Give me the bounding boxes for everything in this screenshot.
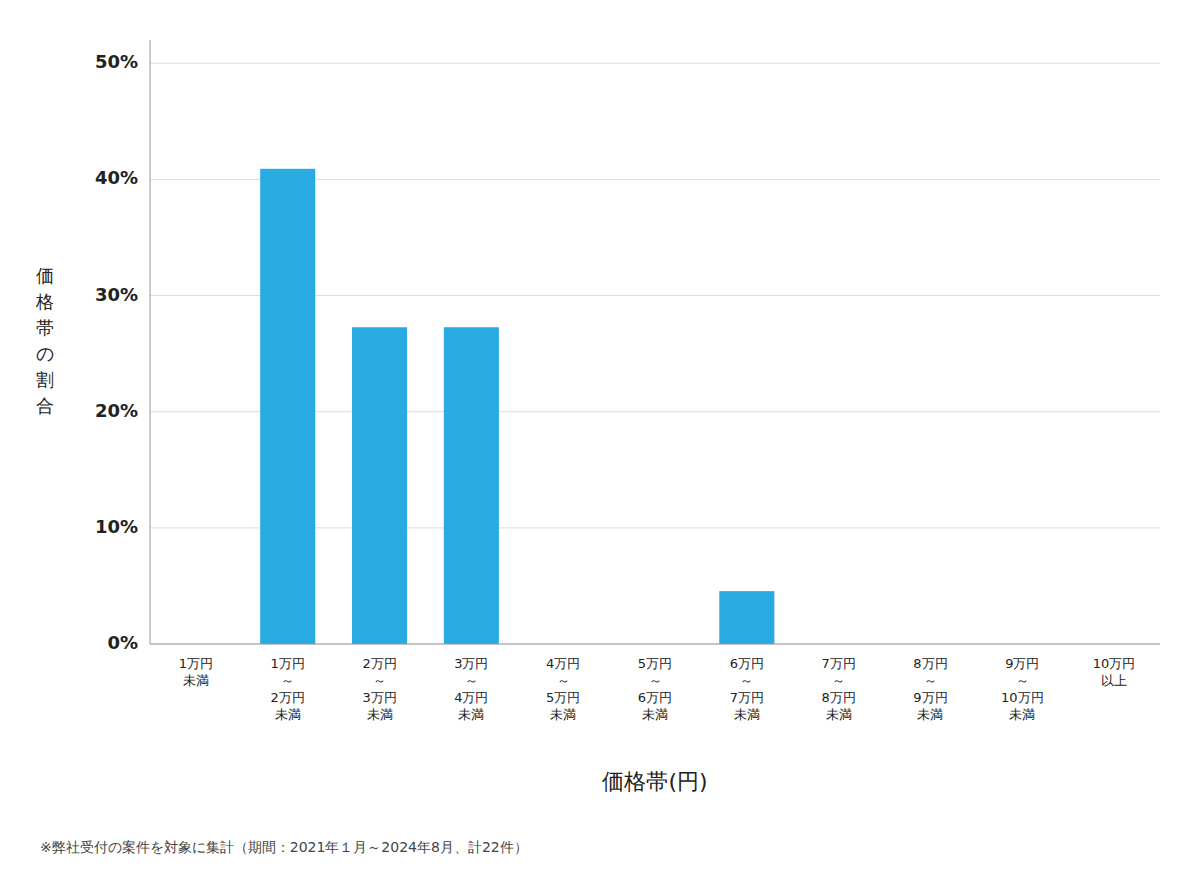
x-tick-label: 5万円 ～ 6万円未満 bbox=[638, 656, 672, 722]
text-line: 価 bbox=[36, 265, 54, 286]
x-tick-label: 1万円未満 bbox=[179, 656, 213, 688]
text-line: 未満 bbox=[275, 707, 301, 722]
text-line: の bbox=[36, 343, 54, 364]
text-line: 1万円 bbox=[271, 656, 305, 671]
text-line: 1万円 bbox=[179, 656, 213, 671]
text-line: ～ bbox=[924, 673, 937, 688]
text-line: 格 bbox=[35, 291, 54, 312]
text-line: ～ bbox=[832, 673, 845, 688]
text-line: ～ bbox=[373, 673, 386, 688]
grid-line bbox=[150, 644, 1160, 645]
text-line: 7万円 bbox=[730, 690, 764, 705]
text-line: 帯 bbox=[36, 317, 54, 338]
text-line: 7万円 bbox=[821, 656, 855, 671]
x-axis-line bbox=[150, 644, 1160, 645]
text-line: 未満 bbox=[550, 707, 576, 722]
x-axis-label: 価格帯(円) bbox=[602, 769, 707, 794]
text-line: 未満 bbox=[642, 707, 668, 722]
y-tick-label: 30% bbox=[95, 284, 138, 305]
text-line: ～ bbox=[281, 673, 294, 688]
text-line: 割 bbox=[36, 369, 54, 390]
bars bbox=[260, 169, 774, 644]
bar bbox=[352, 327, 407, 644]
text-line: 5万円 bbox=[638, 656, 672, 671]
x-tick-label: 9万円 ～ 10万円未満 bbox=[1001, 656, 1044, 722]
x-tick-label: 6万円 ～ 7万円未満 bbox=[730, 656, 764, 722]
text-line: ～ bbox=[1016, 673, 1029, 688]
text-line: 未満 bbox=[917, 707, 943, 722]
y-axis-line bbox=[150, 40, 151, 644]
text-line: 9万円 bbox=[913, 690, 947, 705]
y-tick-label: 0% bbox=[107, 632, 138, 653]
text-line: 3万円 bbox=[362, 690, 396, 705]
y-tick-label: 10% bbox=[95, 516, 138, 537]
chart-container: 0%10%20%30%40%50%1万円未満1万円～2万円未満2万円～3万円未満… bbox=[0, 0, 1200, 874]
grid bbox=[150, 63, 1160, 644]
bar bbox=[260, 169, 315, 644]
grid-line bbox=[150, 63, 1160, 64]
y-axis-label: 価格帯の割合 bbox=[35, 265, 54, 416]
text-line: 4万円 bbox=[546, 656, 580, 671]
x-tick-label: 3万円 ～ 4万円未満 bbox=[454, 656, 488, 722]
text-line: 8万円 bbox=[821, 690, 855, 705]
text-line: 2万円 bbox=[271, 690, 305, 705]
x-tick-label: 8万円 ～ 9万円未満 bbox=[913, 656, 947, 722]
x-tick-label: 10万円以上 bbox=[1093, 656, 1136, 688]
text-line: 9万円 bbox=[1005, 656, 1039, 671]
y-tick-label: 20% bbox=[95, 400, 138, 421]
text-line: 10万円 bbox=[1093, 656, 1136, 671]
chart-svg: 0%10%20%30%40%50%1万円未満1万円～2万円未満2万円～3万円未満… bbox=[0, 0, 1200, 874]
text-line: ～ bbox=[740, 673, 753, 688]
text-line: 未満 bbox=[367, 707, 393, 722]
text-line: 以上 bbox=[1101, 673, 1127, 688]
text-line: 未満 bbox=[183, 673, 209, 688]
text-line: 4万円 bbox=[454, 690, 488, 705]
text-line: 未満 bbox=[1009, 707, 1035, 722]
text-line: ～ bbox=[465, 673, 478, 688]
text-line: 6万円 bbox=[638, 690, 672, 705]
text-line: ～ bbox=[557, 673, 570, 688]
text-line: 5万円 bbox=[546, 690, 580, 705]
text-line: 合 bbox=[36, 395, 54, 416]
text-line: 未満 bbox=[734, 707, 760, 722]
x-tick-label: 4万円 ～ 5万円未満 bbox=[546, 656, 580, 722]
text-line: 2万円 bbox=[362, 656, 396, 671]
text-line: 未満 bbox=[826, 707, 852, 722]
bar bbox=[444, 327, 499, 644]
text-line: 10万円 bbox=[1001, 690, 1044, 705]
y-tick-label: 50% bbox=[95, 51, 138, 72]
text-line: 未満 bbox=[458, 707, 484, 722]
text-line: 6万円 bbox=[730, 656, 764, 671]
bar bbox=[719, 591, 774, 644]
text-line: ～ bbox=[649, 673, 662, 688]
x-tick-label: 2万円 ～ 3万円未満 bbox=[362, 656, 396, 722]
x-tick-label: 7万円 ～ 8万円未満 bbox=[821, 656, 855, 722]
x-tick-label: 1万円 ～ 2万円未満 bbox=[271, 656, 305, 722]
text-line: 3万円 bbox=[454, 656, 488, 671]
y-tick-label: 40% bbox=[95, 167, 138, 188]
footnote: ※弊社受付の案件を対象に集計（期間：2021年１月～2024年8月、計22件） bbox=[40, 839, 528, 855]
text-line: 8万円 bbox=[913, 656, 947, 671]
